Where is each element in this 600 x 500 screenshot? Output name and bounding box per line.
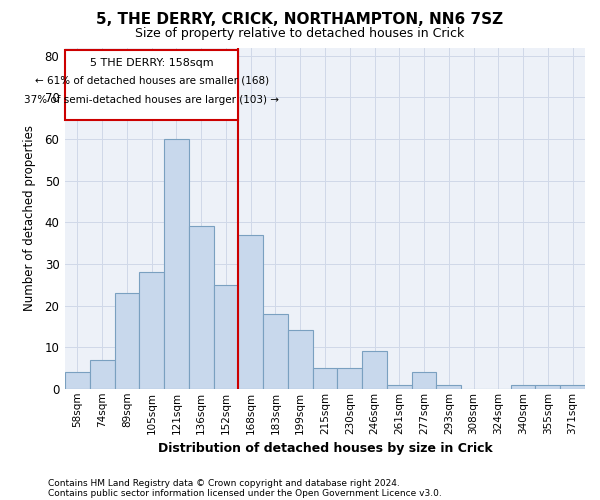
Bar	[436, 384, 461, 389]
Text: 5, THE DERRY, CRICK, NORTHAMPTON, NN6 7SZ: 5, THE DERRY, CRICK, NORTHAMPTON, NN6 7S…	[97, 12, 503, 28]
Bar	[214, 284, 238, 389]
Bar	[560, 384, 585, 389]
Bar	[362, 352, 387, 389]
Text: Size of property relative to detached houses in Crick: Size of property relative to detached ho…	[136, 28, 464, 40]
Text: Contains HM Land Registry data © Crown copyright and database right 2024.: Contains HM Land Registry data © Crown c…	[48, 478, 400, 488]
Text: ← 61% of detached houses are smaller (168): ← 61% of detached houses are smaller (16…	[35, 76, 269, 86]
Bar	[313, 368, 337, 389]
Bar	[511, 384, 535, 389]
Bar	[337, 368, 362, 389]
Bar	[238, 235, 263, 389]
Bar	[288, 330, 313, 389]
Bar	[189, 226, 214, 389]
Bar	[412, 372, 436, 389]
Bar	[387, 384, 412, 389]
Y-axis label: Number of detached properties: Number of detached properties	[23, 125, 36, 311]
Bar	[139, 272, 164, 389]
Bar	[90, 360, 115, 389]
X-axis label: Distribution of detached houses by size in Crick: Distribution of detached houses by size …	[158, 442, 493, 455]
Bar	[535, 384, 560, 389]
Bar	[65, 372, 90, 389]
Text: 37% of semi-detached houses are larger (103) →: 37% of semi-detached houses are larger (…	[24, 94, 279, 104]
Bar	[263, 314, 288, 389]
Text: 5 THE DERRY: 158sqm: 5 THE DERRY: 158sqm	[90, 58, 214, 68]
FancyBboxPatch shape	[65, 50, 238, 120]
Text: Contains public sector information licensed under the Open Government Licence v3: Contains public sector information licen…	[48, 488, 442, 498]
Bar	[115, 293, 139, 389]
Bar	[164, 139, 189, 389]
